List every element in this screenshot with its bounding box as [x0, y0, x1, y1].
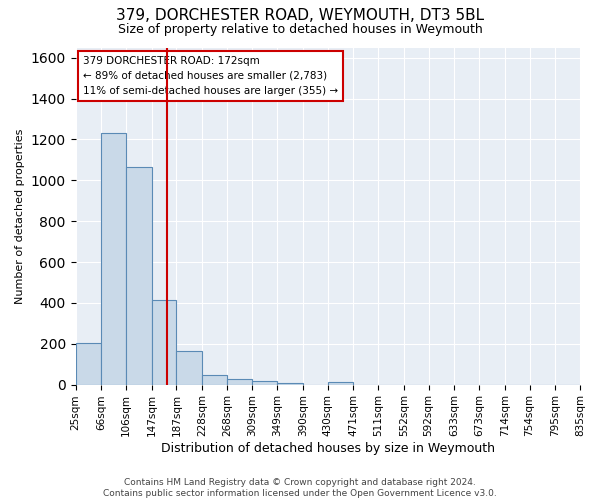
Bar	[253, 380, 277, 384]
Bar	[227, 379, 253, 384]
Bar	[202, 375, 227, 384]
Y-axis label: Number of detached properties: Number of detached properties	[15, 128, 25, 304]
Bar	[126, 167, 152, 384]
Bar	[152, 300, 176, 384]
Text: Contains HM Land Registry data © Crown copyright and database right 2024.
Contai: Contains HM Land Registry data © Crown c…	[103, 478, 497, 498]
Bar	[76, 342, 101, 384]
Bar	[101, 134, 126, 384]
Text: 379 DORCHESTER ROAD: 172sqm
← 89% of detached houses are smaller (2,783)
11% of : 379 DORCHESTER ROAD: 172sqm ← 89% of det…	[83, 56, 338, 96]
Text: Size of property relative to detached houses in Weymouth: Size of property relative to detached ho…	[118, 22, 482, 36]
Bar	[328, 382, 353, 384]
X-axis label: Distribution of detached houses by size in Weymouth: Distribution of detached houses by size …	[161, 442, 495, 455]
Bar	[176, 351, 202, 384]
Bar	[277, 382, 303, 384]
Text: 379, DORCHESTER ROAD, WEYMOUTH, DT3 5BL: 379, DORCHESTER ROAD, WEYMOUTH, DT3 5BL	[116, 8, 484, 22]
